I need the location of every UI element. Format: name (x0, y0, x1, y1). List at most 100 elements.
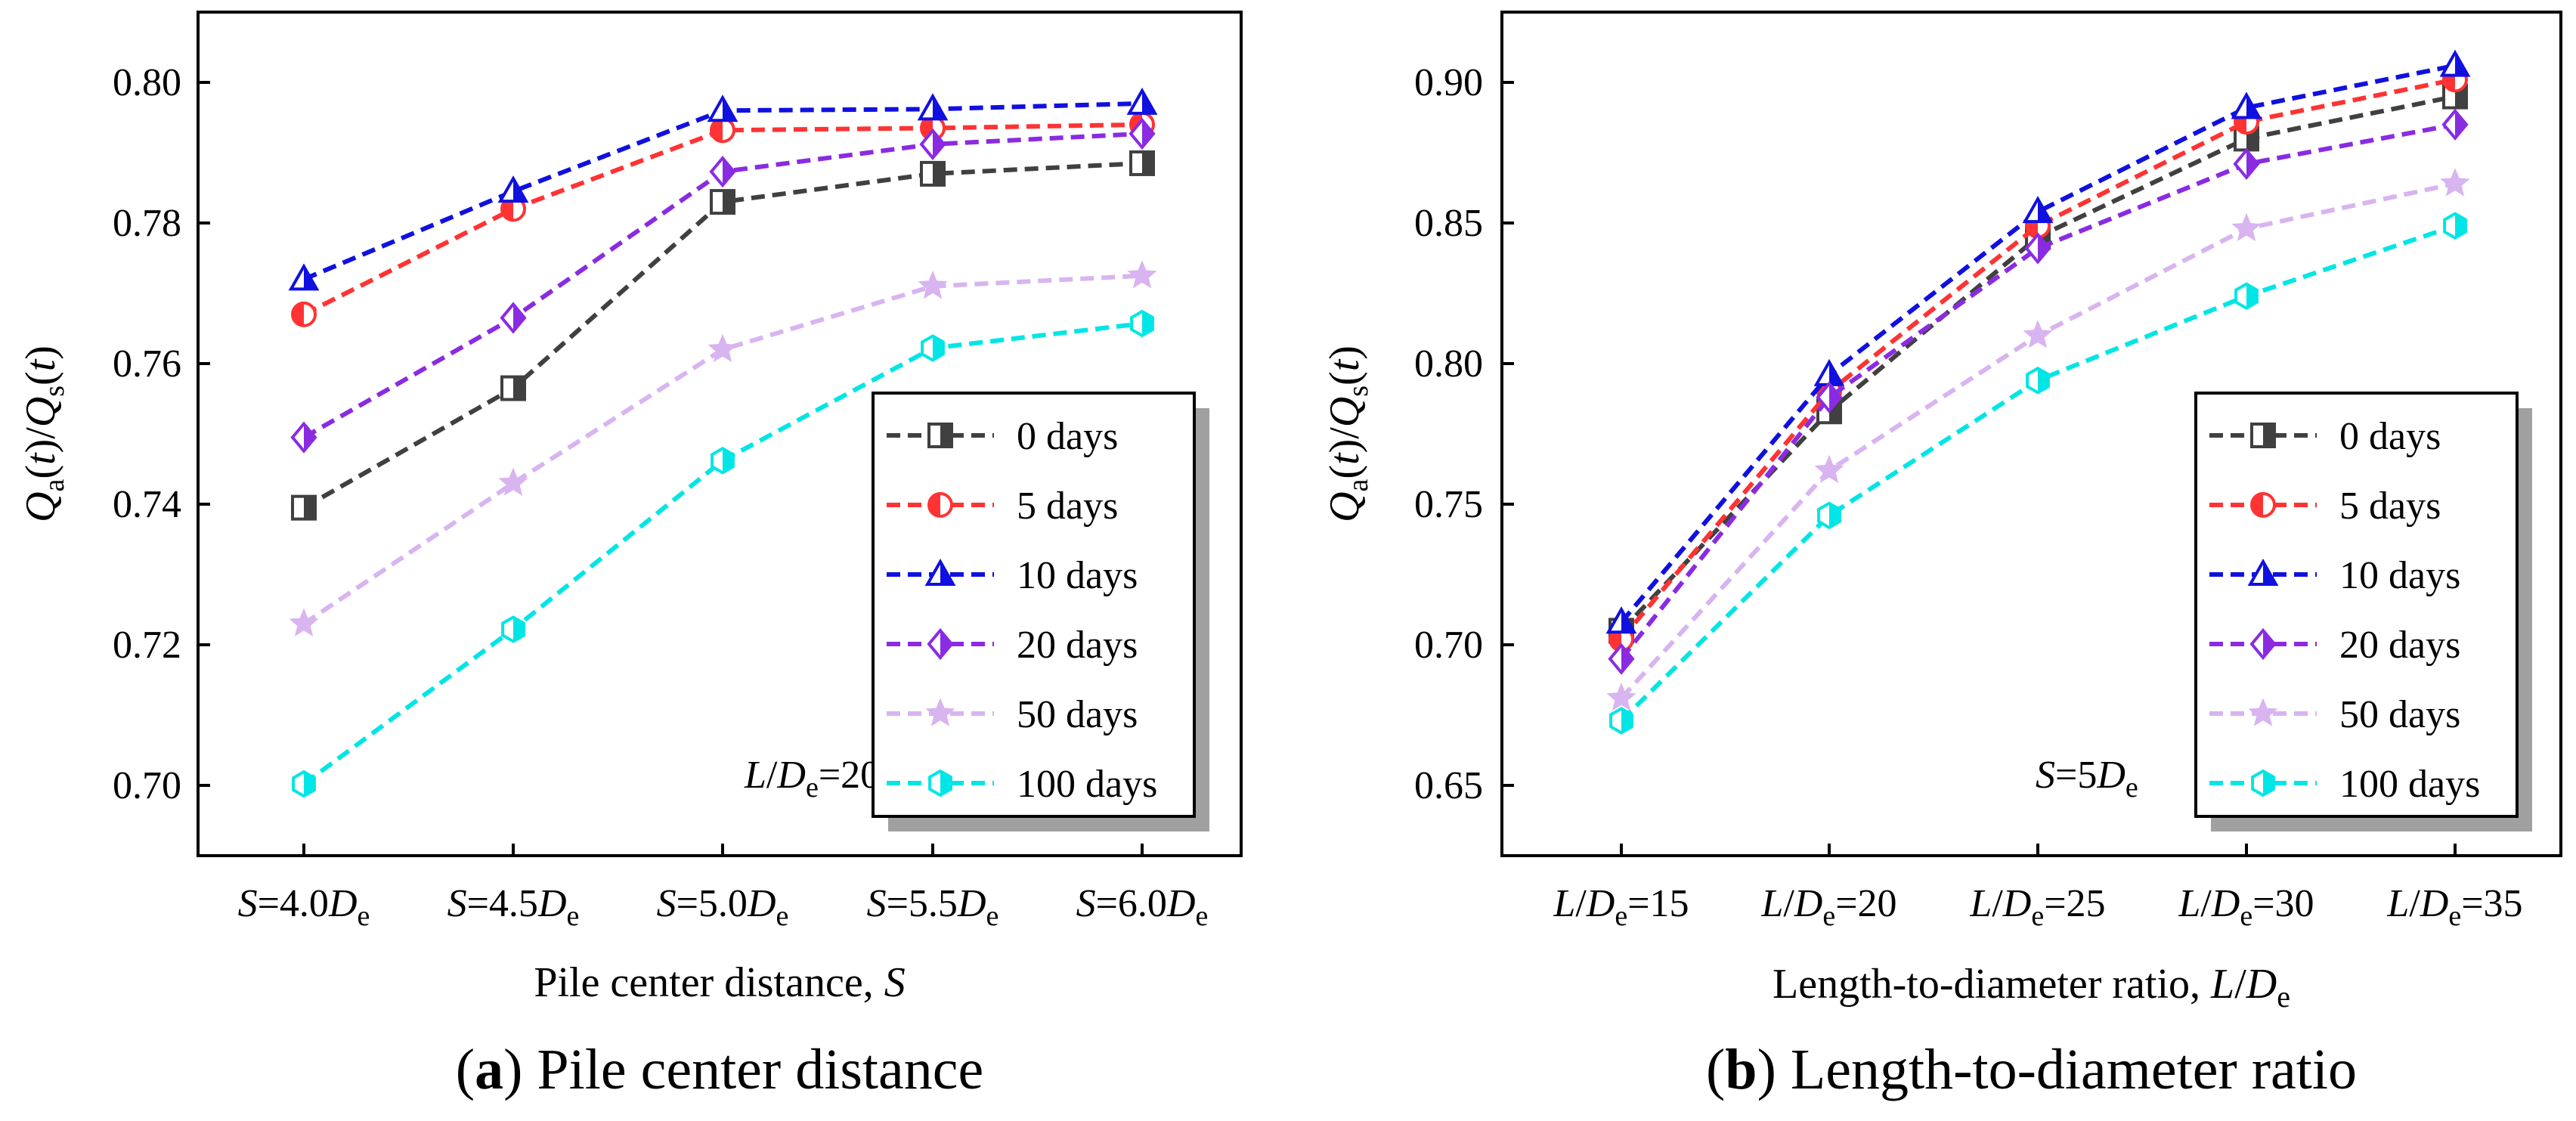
series-line (1619, 63, 2456, 624)
legend-label: 10 days (1017, 554, 1138, 597)
chart-panel-b: 0.650.700.750.800.850.90Qa(t)/Qs(t)L/De=… (1321, 11, 2562, 1101)
x-tick-label: S=4.5De (447, 882, 580, 932)
data-point-fill (304, 496, 315, 519)
annotation: S=5De (2036, 754, 2138, 804)
caption-text: ( (1706, 1038, 1725, 1101)
legend-item: 50 days (2209, 693, 2460, 736)
series-line (1619, 77, 2456, 641)
x-tick-var: L (2386, 882, 2409, 925)
x-tick-text: =4.5 (467, 882, 538, 925)
legend-box (872, 392, 1196, 818)
plot-frame (197, 11, 1243, 857)
caption-letter: b (1725, 1038, 1757, 1101)
y-title-q: Q (1321, 397, 1368, 427)
data-point-fill (1829, 503, 1840, 528)
x-tick-text: =4.0 (258, 882, 329, 925)
series-100-days (1609, 212, 2467, 735)
data-point-fill (304, 266, 317, 290)
x-tick-var: S (238, 882, 258, 925)
y-title-part: ) (1321, 345, 1368, 360)
x-title-text: Length-to-diameter ratio, (1773, 961, 2211, 1008)
data-point-fill (723, 98, 735, 121)
series-100-days (292, 309, 1154, 798)
data-point-fill (1142, 119, 1153, 147)
legend: 0 days 5 days 10 days 20 days 50 days 100 day… (872, 392, 1209, 831)
y-title-sub: s (1342, 386, 1374, 397)
data-point-fill (2246, 283, 2257, 308)
plot-frame (1500, 11, 2562, 857)
x-tick-label: L/De=20 (1760, 882, 1896, 932)
data-point (2023, 320, 2053, 348)
x-tick-var: L (1553, 882, 1575, 925)
y-title-q: Q (1321, 491, 1368, 522)
data-point-fill (1829, 383, 1841, 411)
x-tick-var: D (328, 882, 358, 925)
data-point-fill (513, 304, 525, 332)
x-tick-var: L (2178, 882, 2200, 925)
data-point-fill (513, 376, 525, 400)
x-tick-sub: e (2448, 900, 2461, 932)
legend-label: 5 days (2339, 485, 2441, 528)
data-point-fill (2455, 52, 2468, 76)
series-5-days (291, 111, 1155, 327)
chart-panel-a: 0.700.720.740.760.780.80Qa(t)/Qs(t)S=4.0… (17, 11, 1243, 1101)
x-tick-text: / (1783, 882, 1794, 925)
x-tick-text: =5.0 (677, 882, 748, 925)
legend-label: 10 days (2339, 554, 2460, 597)
x-tick-label: S=6.0De (1076, 882, 1209, 932)
data-point-fill (293, 302, 304, 326)
y-tick-label: 0.70 (1414, 624, 1483, 667)
legend-marker-fill (940, 630, 952, 658)
x-tick-text: =35 (2461, 882, 2522, 925)
y-title-sub: s (39, 386, 70, 397)
x-tick-label: L/De=15 (1553, 882, 1689, 932)
y-title-sub: a (39, 478, 70, 491)
series-20-days (290, 117, 1156, 454)
x-tick-var: L (1760, 882, 1783, 925)
legend-marker-fill (940, 424, 952, 447)
series-10-days (288, 87, 1158, 291)
annot-var: D (2096, 754, 2126, 797)
data-point-fill (933, 130, 944, 158)
x-tick-var: L (1969, 882, 1992, 925)
y-tick-label: 0.80 (1414, 342, 1483, 386)
data-point (289, 608, 319, 636)
x-tick-sub: e (358, 900, 370, 932)
x-tick-label: S=5.0De (657, 882, 789, 932)
x-tick-sub: e (1822, 900, 1835, 932)
data-point-fill (2455, 213, 2466, 238)
series-10-days (1605, 49, 2471, 634)
annot-sub: e (806, 772, 819, 804)
legend-marker-fill (2263, 771, 2274, 795)
y-title-q: Q (17, 491, 64, 522)
data-point-fill (513, 617, 524, 642)
data-point-fill (502, 197, 513, 221)
y-title-part: ( (17, 465, 64, 479)
y-title-t: t (1321, 358, 1368, 371)
annot-var: D (776, 754, 806, 797)
x-tick-var: S (447, 882, 467, 925)
data-point-fill (933, 96, 946, 119)
x-tick-text: =20 (1835, 882, 1896, 925)
data-point-fill (723, 448, 733, 473)
y-tick-label: 0.65 (1414, 764, 1483, 807)
x-tick-var: S (867, 882, 887, 925)
data-point-fill (723, 190, 734, 214)
x-tick-label: L/De=30 (2178, 882, 2314, 932)
annot-text: =5 (2055, 754, 2097, 797)
x-axis-title: Length-to-diameter ratio, L/De (1773, 961, 2290, 1014)
data-point-fill (933, 162, 944, 185)
legend-item: 10 days (2209, 554, 2460, 597)
legend-label: 20 days (1017, 624, 1138, 667)
y-title-part: ( (1321, 371, 1368, 386)
legend-marker (2248, 698, 2278, 726)
data-point-fill (1142, 90, 1155, 113)
x-tick-sub: e (2240, 900, 2252, 932)
y-title-part: )/ (17, 427, 64, 454)
x-tick-var: D (1586, 882, 1615, 925)
panel-caption: (b) Length-to-diameter ratio (1706, 1038, 2357, 1101)
legend-label: 50 days (1017, 693, 1138, 736)
y-title-part: ( (17, 371, 64, 386)
legend-label: 20 days (2339, 624, 2460, 667)
y-tick-label: 0.72 (113, 624, 181, 667)
